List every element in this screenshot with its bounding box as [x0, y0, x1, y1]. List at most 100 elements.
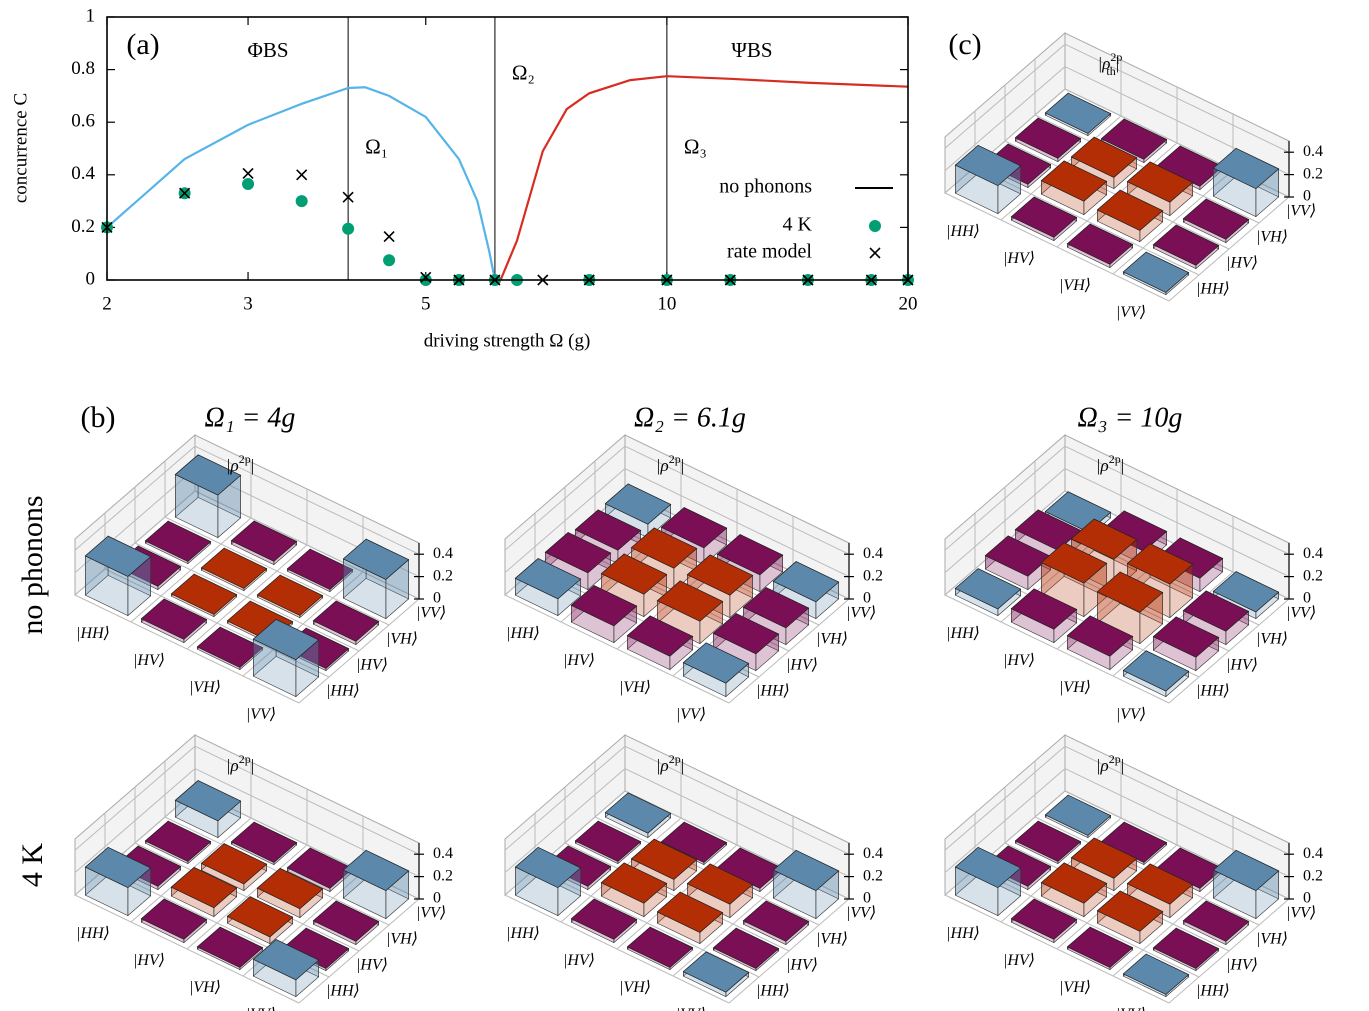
z-tick-label: 0.4 [863, 845, 883, 862]
z-tick-label: 0.2 [433, 867, 453, 884]
y-tick-label: |VV⟩ [1286, 605, 1316, 622]
title-sup: 2p [669, 452, 681, 466]
legend-label: 4 K [783, 214, 813, 236]
x-tick-label: |HV⟩ [133, 952, 165, 969]
point [243, 168, 253, 178]
x-tick-label: |VV⟩ [676, 706, 706, 723]
title-end: | [681, 456, 684, 475]
x-tick-label: |VH⟩ [189, 679, 221, 696]
z-tick-label: 0.4 [433, 545, 453, 562]
title-sup: 2p [239, 452, 251, 466]
z-tick-label: 0.2 [863, 867, 883, 884]
point-cross [297, 170, 307, 180]
point [384, 232, 394, 242]
x-tick-label: |VV⟩ [676, 1006, 706, 1011]
regime-label: Ω₂ [512, 61, 535, 85]
title-sup: 2p [1109, 752, 1121, 766]
curve-label: ΨBS [731, 38, 772, 62]
y-tick-label: 0.6 [71, 111, 95, 132]
x-tick-label: |HV⟩ [563, 952, 595, 969]
y-tick-label: |HV⟩ [1226, 657, 1258, 674]
z-tick-label: 0.4 [863, 545, 883, 562]
x-tick-label: |HH⟩ [76, 625, 110, 642]
curve [107, 87, 495, 280]
y-tick-label: 0.4 [71, 163, 95, 184]
y-tick-label: |HH⟩ [756, 683, 790, 700]
y-tick-label: |HH⟩ [1196, 983, 1230, 1000]
curve-label: ΦBS [247, 38, 288, 62]
y-tick-label: |HH⟩ [756, 983, 790, 1000]
panel-label: (b) [81, 401, 116, 434]
y-tick-label: |HV⟩ [356, 957, 388, 974]
legend-label: no phonons [719, 176, 812, 198]
title-end: | [1121, 456, 1124, 475]
y-tick-label: |HH⟩ [326, 683, 360, 700]
point [242, 178, 254, 190]
y-axis-label: concurrence C [10, 93, 31, 203]
row-label: 4 K [16, 843, 49, 888]
point [342, 223, 354, 235]
point [296, 195, 308, 207]
z-tick-label: 0.4 [1303, 143, 1323, 160]
x-tick-label: |VV⟩ [1116, 1006, 1146, 1011]
point-cross [384, 232, 394, 242]
x-tick-label: |HH⟩ [506, 925, 540, 942]
title-end: | [1116, 54, 1119, 73]
point-cross [243, 168, 253, 178]
x-tick-label: |VH⟩ [1059, 679, 1091, 696]
row-label: no phonons [16, 495, 49, 634]
y-tick-label: |HV⟩ [786, 957, 818, 974]
point [383, 254, 395, 266]
z-tick-label: 0.2 [863, 567, 883, 584]
x-tick-label: |HV⟩ [1003, 952, 1035, 969]
legend-marker [870, 248, 880, 258]
title-text: |ρ [656, 456, 669, 475]
panel-label: (c) [948, 28, 981, 61]
curve [501, 76, 908, 280]
y-tick-label: 0 [86, 268, 96, 289]
regime-label: Ω₁ [365, 134, 388, 158]
x-tick-label: |VH⟩ [619, 679, 651, 696]
y-tick-label: |HH⟩ [1196, 683, 1230, 700]
legend-marker [869, 220, 881, 232]
z-tick-label: 0.2 [433, 567, 453, 584]
x-tick-label: 3 [243, 293, 253, 314]
y-tick-label: |VV⟩ [846, 905, 876, 922]
y-tick-label: |HH⟩ [1196, 281, 1230, 298]
x-tick-label: |HH⟩ [946, 223, 980, 240]
legend-label: rate model [727, 241, 812, 263]
x-tick-label: |HV⟩ [1003, 652, 1035, 669]
x-tick-label: |HV⟩ [1003, 250, 1035, 267]
title-end: | [251, 456, 254, 475]
title-sub: th [1106, 64, 1115, 78]
x-tick-label: |HV⟩ [133, 652, 165, 669]
title-sup: 2p [669, 752, 681, 766]
point [297, 170, 307, 180]
y-tick-label: |VH⟩ [386, 931, 418, 948]
y-tick-label: |HV⟩ [1226, 255, 1258, 272]
y-tick-label: |VH⟩ [816, 931, 848, 948]
title-text: |ρ [1096, 456, 1109, 475]
y-tick-label: |HH⟩ [326, 983, 360, 1000]
x-tick-label: |VV⟩ [246, 1006, 276, 1011]
x-axis-label: driving strength Ω (g) [424, 330, 591, 351]
x-tick-label: |VV⟩ [246, 706, 276, 723]
y-tick-label: |HV⟩ [1226, 957, 1258, 974]
z-tick-label: 0.4 [1303, 845, 1323, 862]
x-tick-label: |HH⟩ [76, 925, 110, 942]
y-tick-label: |VV⟩ [416, 605, 446, 622]
figure: (a) (b) (c) Ω₁ = 4g Ω₂ = 6.1g Ω₃ = 10g n… [0, 0, 1369, 1011]
y-tick-label: |VV⟩ [1286, 203, 1316, 220]
title-text: |ρ [1096, 756, 1109, 775]
z-tick-label: 0.2 [1303, 867, 1323, 884]
x-tick-label: 2 [102, 293, 112, 314]
title-end: | [1121, 756, 1124, 775]
title-end: | [681, 756, 684, 775]
y-tick-label: 1 [86, 5, 96, 26]
y-tick-label: |VV⟩ [416, 905, 446, 922]
y-tick-label: |VH⟩ [1256, 631, 1288, 648]
title-text: |ρ [656, 756, 669, 775]
x-tick-label: |VH⟩ [1059, 979, 1091, 996]
x-tick-label: |VH⟩ [189, 979, 221, 996]
x-tick-label: 10 [657, 293, 676, 314]
